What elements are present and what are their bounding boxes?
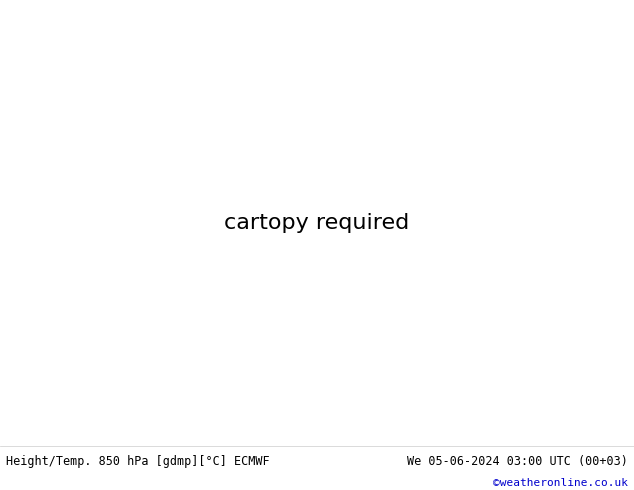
Text: ©weatheronline.co.uk: ©weatheronline.co.uk (493, 478, 628, 489)
Text: We 05-06-2024 03:00 UTC (00+03): We 05-06-2024 03:00 UTC (00+03) (407, 455, 628, 468)
Text: Height/Temp. 850 hPa [gdmp][°C] ECMWF: Height/Temp. 850 hPa [gdmp][°C] ECMWF (6, 455, 270, 468)
Text: cartopy required: cartopy required (224, 213, 410, 233)
